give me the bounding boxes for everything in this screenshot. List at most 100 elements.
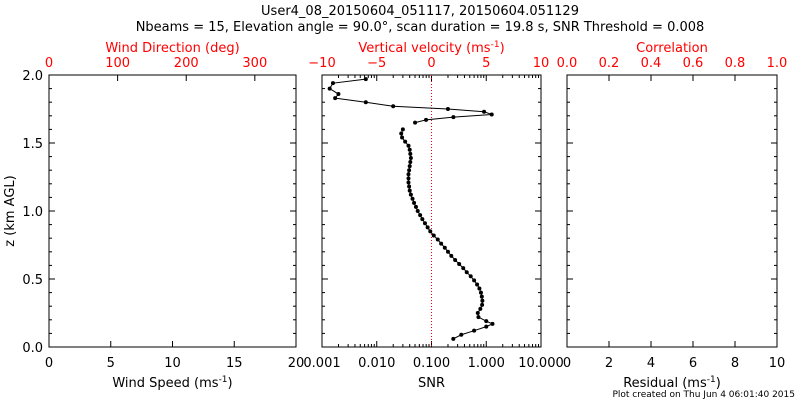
middle-snr-point [408,160,413,165]
footer-text: Plot created on Thu Jun 4 06:01:40 2015 [612,390,795,400]
middle-snr-point [472,278,477,283]
middle-top-tick-label: 5 [482,56,490,71]
middle-snr-point [408,151,413,156]
right-top-tick-label: 0.4 [641,56,662,71]
middle-snr-point [442,245,447,250]
middle-snr-point [449,253,454,258]
y-tick-label: 0.0 [22,341,43,356]
right-bottom-tick-label: 4 [647,356,655,371]
middle-snr-point [464,270,469,275]
left-top-tick-label: 200 [174,56,199,71]
left-top-tick-label: 100 [105,56,130,71]
middle-snr-point [420,217,425,222]
right-plot-frame [566,74,778,348]
right-bottom-tick-label: 2 [605,356,613,371]
middle-snr-point [400,127,405,132]
left-top-tick-label: 300 [242,56,267,71]
title-line-2: Nbeams = 15, Elevation angle = 90.0°, sc… [136,20,705,35]
middle-vertical-velocity-point [489,112,494,117]
middle-snr-point [480,302,485,307]
middle-snr-point [407,188,412,193]
middle-snr-point [439,241,444,246]
right-bottom-axis-label: Residual (ms-1) [623,375,721,391]
left-bottom-tick-label: 20 [288,356,305,371]
middle-top-tick-label: 0 [427,56,435,71]
middle-vertical-velocity-point [445,107,450,111]
middle-bottom-tick-label: 0.100 [413,356,450,371]
middle-snr-point [451,336,456,341]
middle-snr-point [428,229,433,234]
middle-snr-point [418,213,423,218]
middle-vertical-velocity-point [363,100,368,105]
middle-snr-point [453,257,458,262]
middle-vertical-velocity-point [413,120,418,125]
middle-snr-point [475,282,480,287]
middle-bottom-axis-label: SNR [418,376,445,391]
right-bottom-tick-label: 10 [769,356,786,371]
middle-series-snr-line [400,129,494,340]
middle-snr-point [475,311,480,315]
middle-snr-point [400,135,405,140]
middle-snr-point [479,294,484,299]
middle-top-tick-label: −5 [367,56,386,71]
right-top-tick-label: 0.8 [725,56,746,71]
middle-snr-point [445,249,450,254]
middle-snr-point [468,274,473,279]
middle-vertical-velocity-point [451,115,456,120]
left-bottom-tick-label: 0 [45,356,53,371]
right-top-axis-label: Correlation [636,41,708,56]
right-bottom-tick-label: 8 [731,356,739,371]
middle-snr-point [399,131,404,136]
middle-snr-point [406,172,411,177]
middle-snr-point [408,192,413,197]
middle-vertical-velocity-point [363,77,368,82]
middle-top-tick-label: 10 [533,56,550,71]
middle-top-axis-label: Vertical velocity (ms-1) [358,40,504,56]
y-tick-label: 1.5 [22,137,43,152]
left-bottom-axis-label: Wind Speed (ms-1) [112,375,232,391]
middle-vertical-velocity-point [391,104,396,109]
middle-top-tick-label: −10 [308,56,335,71]
right-bottom-tick-label: 0 [563,356,571,371]
y-tick-label: 1.0 [22,205,43,220]
middle-vertical-velocity-point [333,96,338,101]
y-axis-label: z (km AGL) [3,175,18,246]
middle-snr-point [480,298,485,303]
middle-snr-point [410,196,415,201]
middle-snr-point [435,237,440,242]
middle-snr-point [413,204,418,209]
middle-snr-point [490,321,495,326]
middle-snr-point [431,233,436,238]
middle-vertical-velocity-point [482,109,487,114]
middle-snr-point [406,180,411,185]
left-bottom-tick-label: 15 [226,356,243,371]
middle-snr-point [407,184,412,189]
middle-snr-point [407,168,412,173]
right-panel: 0 2 4 6 8 10 0.0 0.2 0.4 0.6 0.8 1.0 Residual (ms-1)… [557,41,788,391]
left-bottom-tick-label: 5 [107,356,115,371]
middle-snr-point [403,139,408,144]
middle-snr-point [415,209,420,213]
middle-snr-point [407,147,412,152]
middle-snr-point [406,143,411,148]
middle-vertical-velocity-point [327,86,332,91]
middle-bottom-tick-label: 1.000 [468,356,505,371]
title-line-1: User4_08_20150604_051117, 20150604.05112… [261,4,579,19]
middle-snr-point [407,164,412,169]
left-plot-frame [48,74,297,348]
middle-snr-point [472,328,477,333]
left-top-tick-label: 0 [45,56,53,71]
middle-snr-point [406,176,411,181]
y-tick-label: 2.0 [22,69,43,84]
right-top-tick-label: 0.0 [557,56,578,71]
right-top-tick-label: 0.6 [683,56,704,71]
middle-snr-point [459,332,464,337]
middle-vertical-velocity-point [424,117,429,122]
middle-bottom-tick-label: 10.000 [518,356,564,371]
right-bottom-tick-label: 6 [689,356,697,371]
middle-bottom-tick-label: 0.001 [303,356,340,371]
middle-vertical-velocity-point [336,92,341,97]
right-top-tick-label: 1.0 [767,56,788,71]
middle-snr-point [478,290,483,295]
